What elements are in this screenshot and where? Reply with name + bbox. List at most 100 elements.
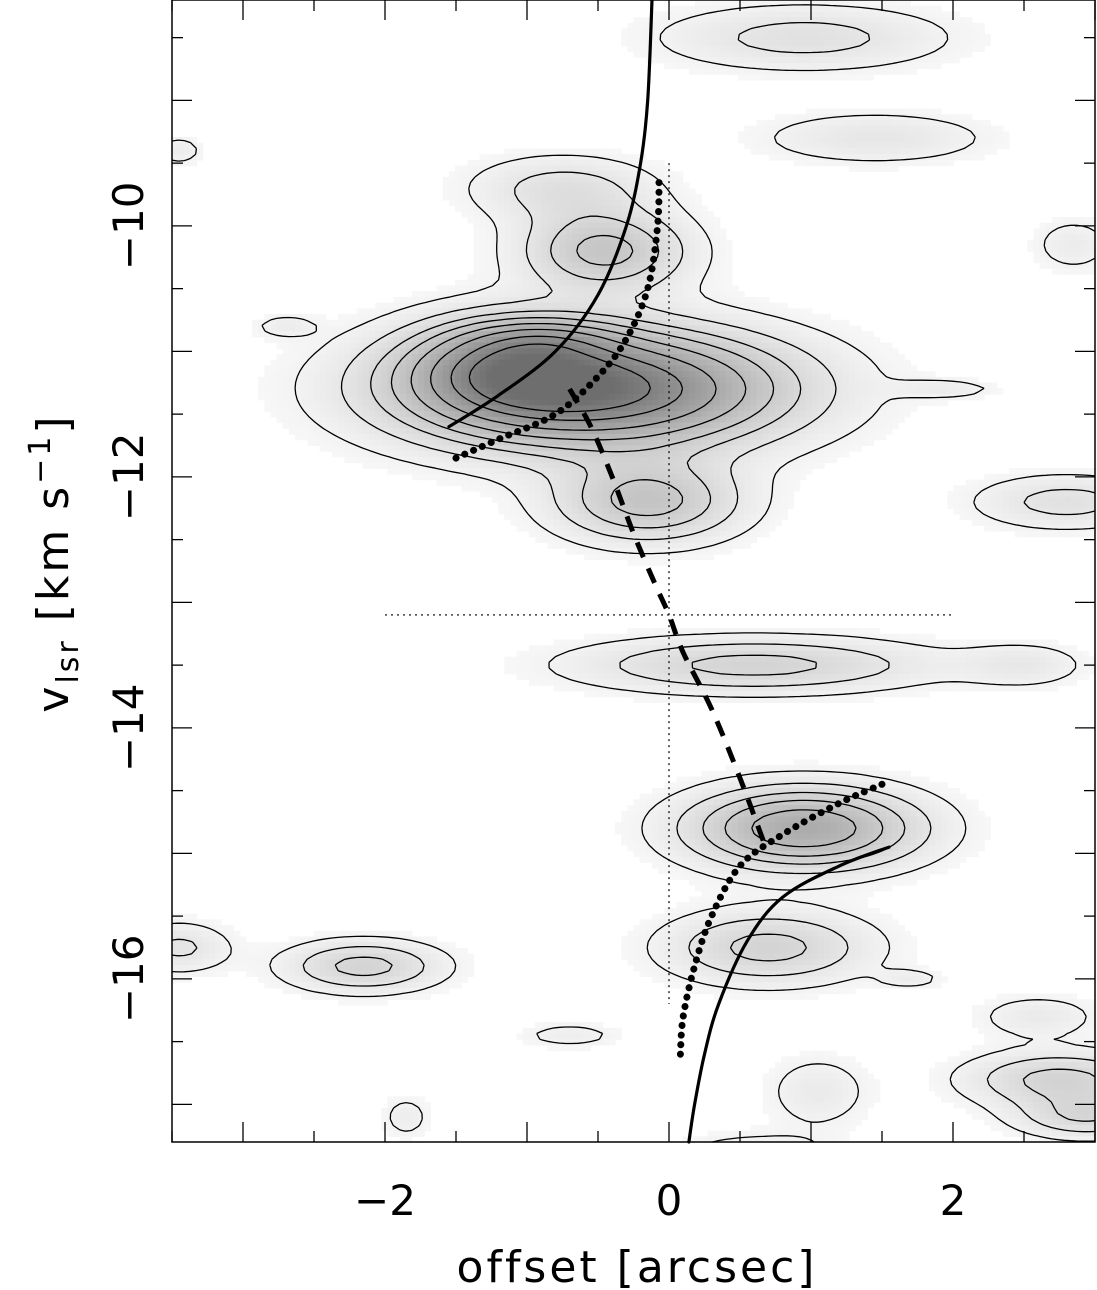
intensity-cell: [658, 39, 665, 47]
intensity-cell: [824, 359, 831, 367]
intensity-cell: [1058, 251, 1065, 258]
intensity-cell: [350, 451, 358, 458]
intensity-cell: [639, 45, 647, 52]
intensity-cell: [430, 393, 438, 401]
intensity-cell: [867, 45, 875, 52]
intensity-cell: [836, 393, 844, 401]
intensity-cell: [541, 336, 548, 344]
intensity-cell: [695, 39, 702, 47]
intensity-cell: [405, 308, 413, 315]
intensity-cell: [485, 336, 493, 344]
intensity-cell: [448, 359, 456, 367]
intensity-cell: [725, 445, 733, 452]
intensity-cell: [799, 308, 807, 315]
intensity-cell: [516, 279, 524, 287]
intensity-cell: [959, 393, 967, 401]
intensity-cell: [467, 405, 475, 412]
intensity-cell: [873, 371, 881, 378]
intensity-cell: [916, 399, 924, 407]
intensity-cell: [547, 291, 555, 298]
intensity-cell: [184, 142, 192, 150]
intensity-cell: [707, 319, 715, 327]
intensity-cell: [719, 342, 727, 349]
intensity-cell: [344, 393, 352, 401]
intensity-cell: [855, 399, 862, 407]
intensity-cell: [664, 199, 672, 207]
intensity-cell: [571, 445, 579, 452]
intensity-cell: [565, 411, 573, 418]
intensity-cell: [873, 125, 881, 132]
intensity-cell: [928, 108, 936, 115]
intensity-cell: [855, 131, 862, 138]
intensity-cell: [848, 422, 856, 429]
intensity-cell: [584, 445, 592, 452]
intensity-cell: [461, 336, 468, 344]
intensity-cell: [491, 182, 499, 190]
intensity-cell: [670, 177, 678, 184]
intensity-cell: [491, 319, 499, 327]
intensity-cell: [836, 348, 844, 355]
intensity-cell: [922, 399, 930, 407]
intensity-cell: [639, 325, 647, 332]
intensity-cell: [731, 393, 739, 401]
intensity-cell: [682, 428, 690, 435]
intensity-cell: [898, 108, 905, 115]
intensity-cell: [1033, 234, 1041, 241]
intensity-cell: [861, 17, 868, 24]
intensity-cell: [898, 131, 905, 138]
intensity-cell: [621, 216, 628, 224]
intensity-cell: [781, 308, 788, 315]
intensity-cell: [811, 428, 819, 435]
intensity-cell: [713, 268, 721, 275]
intensity-cell: [651, 371, 659, 378]
intensity-cell: [842, 365, 850, 372]
intensity-cell: [811, 34, 819, 41]
intensity-cell: [842, 28, 850, 35]
intensity-cell: [922, 148, 930, 155]
intensity-cell: [885, 28, 893, 35]
intensity-cell: [387, 393, 395, 401]
intensity-cell: [639, 354, 647, 361]
intensity-cell: [658, 239, 665, 247]
intensity-cell: [762, 359, 770, 367]
intensity-cell: [688, 433, 696, 441]
intensity-cell: [873, 119, 881, 127]
intensity-cell: [713, 279, 721, 287]
intensity-cell: [522, 376, 530, 384]
intensity-cell: [547, 428, 555, 435]
intensity-cell: [491, 308, 499, 315]
intensity-cell: [676, 222, 684, 229]
intensity-cell: [473, 354, 481, 361]
intensity-cell: [719, 51, 727, 58]
intensity-cell: [578, 439, 585, 446]
intensity-cell: [848, 371, 856, 378]
intensity-cell: [621, 308, 628, 315]
intensity-cell: [848, 142, 856, 150]
intensity-cell: [430, 325, 438, 332]
intensity-cell: [658, 262, 665, 269]
intensity-cell: [504, 159, 512, 167]
intensity-cell: [713, 34, 721, 41]
intensity-cell: [682, 405, 690, 412]
intensity-cell: [393, 388, 401, 395]
intensity-cell: [695, 331, 702, 338]
intensity-cell: [485, 199, 493, 207]
intensity-cell: [461, 279, 468, 287]
intensity-cell: [713, 234, 721, 241]
intensity-cell: [411, 388, 419, 395]
intensity-cell: [867, 376, 875, 384]
intensity-cell: [485, 251, 493, 258]
intensity-cell: [805, 354, 813, 361]
intensity-cell: [725, 433, 733, 441]
intensity-cell: [504, 451, 512, 458]
intensity-cell: [498, 274, 505, 281]
intensity-cell: [676, 405, 684, 412]
intensity-cell: [411, 314, 419, 321]
intensity-cell: [541, 405, 548, 412]
intensity-cell: [658, 393, 665, 401]
intensity-cell: [344, 348, 352, 355]
intensity-cell: [787, 393, 795, 401]
intensity-cell: [288, 359, 296, 367]
intensity-cell: [288, 393, 296, 401]
intensity-cell: [596, 359, 604, 367]
